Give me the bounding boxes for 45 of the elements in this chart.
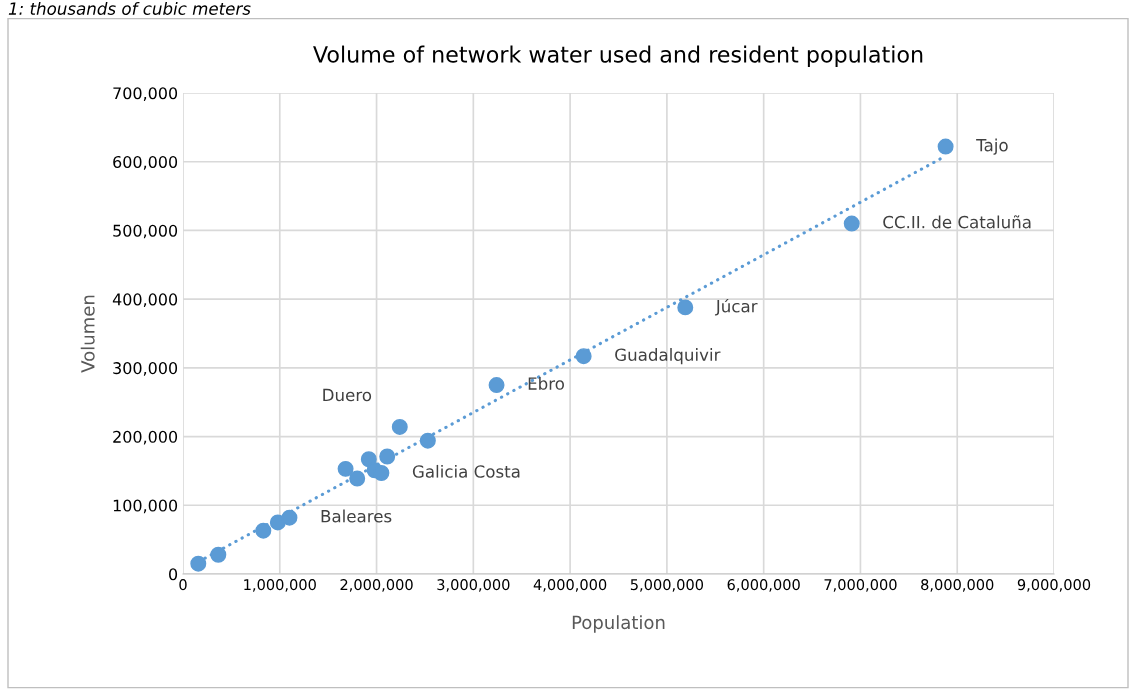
annotation: CC.II. de Cataluña (883, 215, 1031, 229)
point (843, 215, 860, 232)
x-tick-label: 4,000,000 (533, 579, 607, 592)
x-tick-label: 3,000,000 (437, 579, 510, 592)
x-tick-label: 9,000,000 (1017, 579, 1091, 592)
x-tick-label: 0 (179, 579, 187, 591)
point (349, 470, 366, 487)
y-tick-label: 300,000 (113, 362, 178, 376)
annotation: Galicia Costa (412, 464, 520, 478)
annotation: Ebro (528, 376, 564, 390)
point (677, 299, 694, 316)
x-tick-label: 2,000,000 (340, 579, 413, 592)
point (488, 377, 505, 394)
point (391, 418, 408, 435)
x-tick-label: 8,000,000 (921, 579, 994, 592)
y-tick-label: 600,000 (113, 155, 178, 170)
x-tick-label: 5,000,000 (630, 579, 704, 592)
chart-title: Volume of network water used and resident population (313, 45, 923, 68)
annotation: Tajo (976, 138, 1008, 155)
y-tick-label: 400,000 (112, 293, 178, 308)
y-tick-label: 500,000 (113, 224, 178, 239)
annotation: Júcar (714, 298, 758, 316)
annotation: Baleares (321, 509, 392, 523)
point (373, 465, 390, 481)
y-axis-title: Volumen (80, 295, 95, 373)
y-tick-label: 100,000 (113, 499, 178, 514)
point (575, 348, 592, 365)
point (255, 522, 272, 539)
x-tick-label: 1,000,000 (244, 579, 316, 592)
point (210, 546, 227, 563)
point (190, 555, 207, 572)
point (419, 432, 436, 449)
point (379, 448, 396, 465)
point (937, 138, 954, 155)
y-tick-label: 0 (169, 568, 178, 581)
x-axis-title: Population (572, 615, 665, 633)
annotation: Guadalquivir (615, 348, 721, 365)
point (337, 460, 354, 477)
x-tick-label: 6,000,000 (727, 579, 800, 592)
x-tick-label: 7,000,000 (824, 579, 897, 592)
y-tick-label: 700,000 (113, 87, 178, 101)
point (281, 509, 298, 526)
annotation: Duero (323, 388, 372, 402)
y-tick-label: 200,000 (113, 430, 178, 445)
text: 1: thousands of cubic meters (8, 2, 251, 15)
